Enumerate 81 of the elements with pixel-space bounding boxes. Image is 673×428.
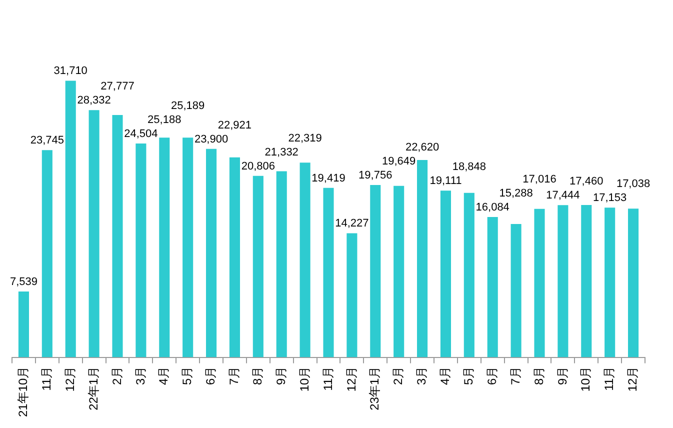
bar [346, 233, 358, 358]
data-label: 19,756 [358, 170, 392, 182]
x-tick-label: 3月 [414, 366, 429, 385]
x-tick-label: 12月 [626, 366, 640, 392]
bar [417, 160, 428, 358]
bar [300, 162, 310, 358]
data-label: 16,084 [476, 202, 510, 214]
data-label: 17,153 [593, 192, 627, 204]
x-tick-label: 6月 [204, 366, 218, 385]
bar [42, 150, 52, 358]
data-label: 19,649 [382, 156, 416, 168]
x-tick-label: 9月 [274, 366, 288, 385]
x-tick-label: 4月 [156, 366, 171, 385]
bar [510, 224, 522, 358]
x-tick-label: 2月 [110, 366, 124, 385]
x-tick-label: 21年10月 [16, 366, 30, 418]
x-tick-label: 7月 [227, 366, 242, 385]
bar [159, 138, 170, 358]
bar [370, 184, 381, 358]
data-label: 21,332 [264, 146, 298, 158]
bar [440, 190, 451, 358]
x-tick-label: 2月 [391, 366, 406, 385]
x-tick-label: 23年1月 [368, 366, 382, 410]
x-tick-label: 10月 [297, 366, 312, 392]
data-label: 17,038 [616, 178, 650, 190]
x-tick-label: 10月 [578, 366, 593, 392]
bar [276, 171, 287, 358]
bar [136, 144, 146, 358]
data-label: 24,504 [124, 128, 158, 140]
bar [323, 188, 334, 358]
x-tick-label: 9月 [555, 366, 570, 385]
data-label: 31,710 [54, 65, 88, 78]
bar [18, 292, 29, 358]
data-label: 7,539 [10, 276, 38, 288]
data-label: 25,189 [171, 100, 205, 112]
data-label: 20,806 [241, 160, 275, 172]
x-tick-label: 11月 [602, 366, 616, 391]
x-tick-label: 7月 [508, 366, 522, 385]
x-tick-label: 4月 [438, 366, 452, 385]
x-tick-label: 22年1月 [86, 366, 100, 410]
bar [112, 115, 123, 358]
bar [252, 176, 264, 358]
bar [628, 208, 639, 358]
bar [534, 208, 545, 358]
bar [487, 217, 498, 358]
bar [604, 208, 616, 358]
x-tick-label: 12月 [344, 366, 358, 392]
x-tick-label: 6月 [484, 366, 499, 385]
x-tick-label: 8月 [250, 366, 264, 385]
x-tick-label: 11月 [39, 366, 54, 391]
x-tick-label: 3月 [133, 366, 148, 385]
bar [558, 205, 568, 358]
data-label: 19,419 [312, 172, 346, 184]
x-tick-label: 11月 [320, 366, 335, 391]
bar [65, 80, 76, 358]
data-label: 22,319 [288, 132, 322, 144]
bar [581, 205, 592, 358]
bar [88, 110, 100, 358]
data-label: 27,777 [100, 80, 134, 93]
bar [182, 138, 194, 358]
data-label: 18,848 [452, 161, 486, 174]
data-label: 28,332 [77, 94, 111, 107]
bar [229, 157, 240, 358]
x-tick-label: 12月 [62, 366, 77, 392]
x-tick-label: 5月 [180, 366, 194, 385]
bar [464, 192, 474, 358]
data-label: 25,188 [148, 114, 182, 126]
data-label: 23,900 [194, 133, 228, 146]
data-label: 23,745 [30, 134, 64, 147]
data-label: 17,016 [522, 174, 556, 186]
bar [394, 186, 404, 358]
data-label: 19,111 [430, 175, 462, 188]
data-label: 17,444 [546, 190, 580, 202]
x-tick-label: 8月 [532, 366, 546, 385]
bar [206, 148, 217, 358]
data-label: 17,460 [570, 176, 604, 188]
data-label: 14,227 [335, 218, 369, 230]
data-label: 22,620 [405, 142, 440, 154]
x-tick-label: 5月 [461, 366, 476, 385]
data-label: 22,921 [218, 119, 252, 132]
data-label: 15,288 [499, 188, 533, 200]
